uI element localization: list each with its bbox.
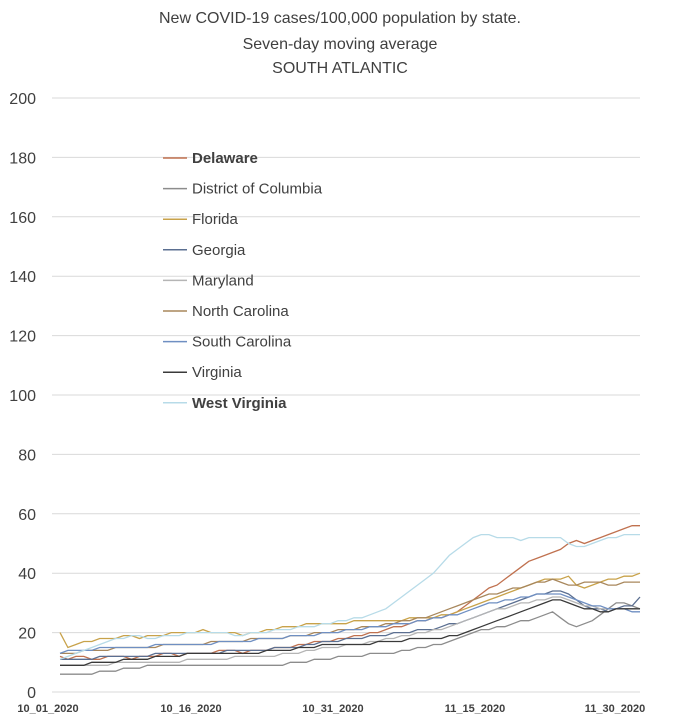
series-line-north-carolina	[60, 578, 640, 655]
y-tick-label: 80	[18, 447, 36, 464]
y-tick-label: 0	[27, 685, 36, 702]
chart-title: New COVID-19 cases/100,000 population by…	[159, 10, 521, 27]
y-tick-label: 180	[9, 150, 36, 167]
series-line-georgia	[60, 590, 641, 660]
legend-label: North Carolina	[192, 303, 289, 320]
legend-label: Georgia	[192, 242, 246, 259]
chart-region-label: SOUTH ATLANTIC	[272, 60, 408, 77]
series-line-maryland	[60, 596, 640, 666]
y-tick-label: 160	[9, 210, 36, 227]
legend-label: Florida	[192, 211, 239, 228]
legend-label: Delaware	[192, 150, 258, 167]
x-tick-label: 10_16_2020	[160, 703, 221, 715]
x-tick-label: 11_30_2020	[585, 703, 646, 715]
y-tick-label: 100	[9, 388, 36, 405]
y-tick-label: 20	[18, 626, 36, 643]
legend: Delaware District of Columbia Florida Georg…	[163, 150, 323, 412]
series-line-florida	[59, 572, 641, 649]
x-tick-label: 11_15_2020	[445, 703, 506, 715]
series-line-delaware	[59, 525, 640, 660]
legend-label: West Virginia	[192, 395, 287, 412]
legend-label: Maryland	[192, 272, 254, 289]
y-axis-ticks: 0 20 40 60 80 100 120 140 160 180 200	[9, 91, 36, 702]
y-tick-label: 140	[9, 269, 36, 286]
legend-label: South Carolina	[192, 334, 292, 351]
x-tick-label: 10_01_2020	[17, 703, 78, 715]
y-tick-label: 120	[9, 329, 36, 346]
chart-subtitle: Seven-day moving average	[242, 36, 438, 53]
y-tick-label: 200	[9, 91, 36, 108]
series-line-district-of-columbia	[60, 602, 641, 675]
legend-label: District of Columbia	[192, 181, 323, 198]
x-axis-ticks: 10_01_2020 10_16_2020 10_31_2020 11_15_2020…	[17, 703, 645, 715]
x-tick-label: 10_31_2020	[302, 703, 363, 715]
gridlines	[52, 97, 640, 693]
series-line-west-virginia	[59, 533, 640, 660]
series-line-virginia	[60, 599, 640, 666]
y-tick-label: 40	[18, 566, 36, 583]
y-tick-label: 60	[18, 507, 36, 524]
series-lines	[59, 525, 641, 675]
legend-label: Virginia	[192, 364, 242, 381]
series-line-south-carolina	[59, 593, 640, 655]
